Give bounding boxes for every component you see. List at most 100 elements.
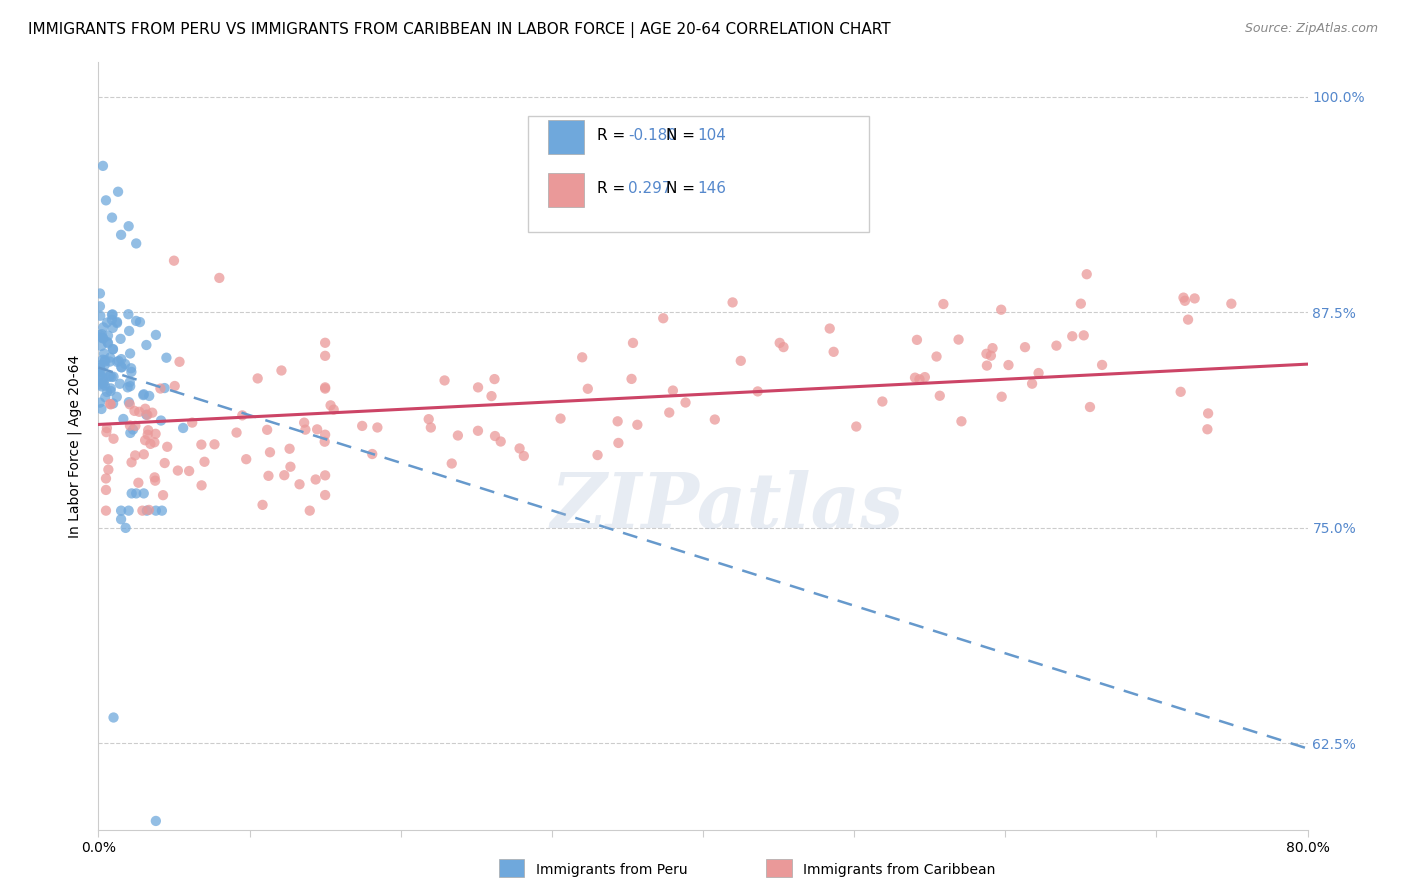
Point <box>90 339 112 353</box>
Point <box>145 327 167 342</box>
Point <box>94 194 117 208</box>
Point <box>418 412 440 426</box>
Point <box>124 418 146 433</box>
Point <box>89 328 111 343</box>
Point <box>1028 366 1050 380</box>
Point <box>190 478 212 492</box>
Point <box>145 503 167 517</box>
Point <box>278 442 301 456</box>
Point <box>163 379 186 393</box>
Point <box>1091 358 1114 372</box>
Point <box>98 354 121 368</box>
Point <box>103 369 125 384</box>
Point <box>950 414 973 428</box>
Point <box>118 219 141 234</box>
Point <box>93 346 115 360</box>
Point <box>872 394 894 409</box>
Point <box>125 486 148 500</box>
Point <box>138 503 160 517</box>
Point <box>606 414 628 428</box>
Point <box>98 397 121 411</box>
Point <box>288 477 311 491</box>
Point <box>143 470 166 484</box>
Point <box>928 389 950 403</box>
Point <box>117 380 139 394</box>
Point <box>122 423 145 437</box>
Point <box>905 333 928 347</box>
Point <box>91 320 114 334</box>
Point <box>307 422 329 436</box>
Point <box>91 331 114 345</box>
Point <box>114 357 136 371</box>
Point <box>93 358 115 372</box>
Point <box>366 420 388 434</box>
Point <box>509 442 531 456</box>
Point <box>94 503 117 517</box>
Point <box>204 437 226 451</box>
Point <box>914 370 936 384</box>
Point <box>980 349 1002 363</box>
Point <box>97 462 120 476</box>
Point <box>107 185 129 199</box>
Point <box>138 389 160 403</box>
Point <box>1174 293 1197 308</box>
Point <box>110 227 132 242</box>
Point <box>120 346 142 360</box>
Point <box>91 371 114 385</box>
Point <box>118 503 141 517</box>
Point <box>110 503 132 517</box>
Point <box>1197 406 1219 420</box>
Point <box>141 406 163 420</box>
Point <box>97 452 120 467</box>
Point <box>235 452 257 467</box>
Point <box>145 426 167 441</box>
Point <box>208 271 231 285</box>
Point <box>89 330 111 344</box>
Point <box>259 445 281 459</box>
Point <box>550 411 572 425</box>
Point <box>576 382 599 396</box>
Point <box>1076 267 1098 281</box>
Point <box>149 382 172 396</box>
Point <box>121 486 143 500</box>
Point <box>607 436 630 450</box>
Point <box>1184 292 1206 306</box>
Text: ZIPatlas: ZIPatlas <box>551 470 904 544</box>
Point <box>125 314 148 328</box>
Point <box>225 425 247 440</box>
Point <box>105 316 128 330</box>
Point <box>132 387 155 401</box>
Point <box>96 335 118 350</box>
Point <box>89 363 111 377</box>
Point <box>135 338 157 352</box>
Point <box>108 376 131 391</box>
Point <box>96 425 118 439</box>
Point <box>280 459 302 474</box>
Point <box>489 434 512 449</box>
Point <box>132 486 155 500</box>
Point <box>440 457 463 471</box>
Point <box>166 464 188 478</box>
Point <box>305 473 328 487</box>
Point <box>586 448 609 462</box>
Point <box>314 434 336 449</box>
Text: N =: N = <box>666 128 700 143</box>
Point <box>150 503 173 517</box>
Point <box>990 302 1012 317</box>
Point <box>96 384 118 399</box>
Text: Source: ZipAtlas.com: Source: ZipAtlas.com <box>1244 22 1378 36</box>
Point <box>153 456 176 470</box>
Point <box>433 374 456 388</box>
Point <box>1014 340 1036 354</box>
Point <box>93 375 115 389</box>
Point <box>118 324 141 338</box>
Point <box>156 440 179 454</box>
Point <box>103 432 125 446</box>
Point <box>976 347 998 361</box>
Point <box>103 710 125 724</box>
Point <box>257 468 280 483</box>
Point <box>124 449 146 463</box>
Point <box>100 397 122 411</box>
Point <box>101 321 124 335</box>
Text: 146: 146 <box>697 181 725 196</box>
